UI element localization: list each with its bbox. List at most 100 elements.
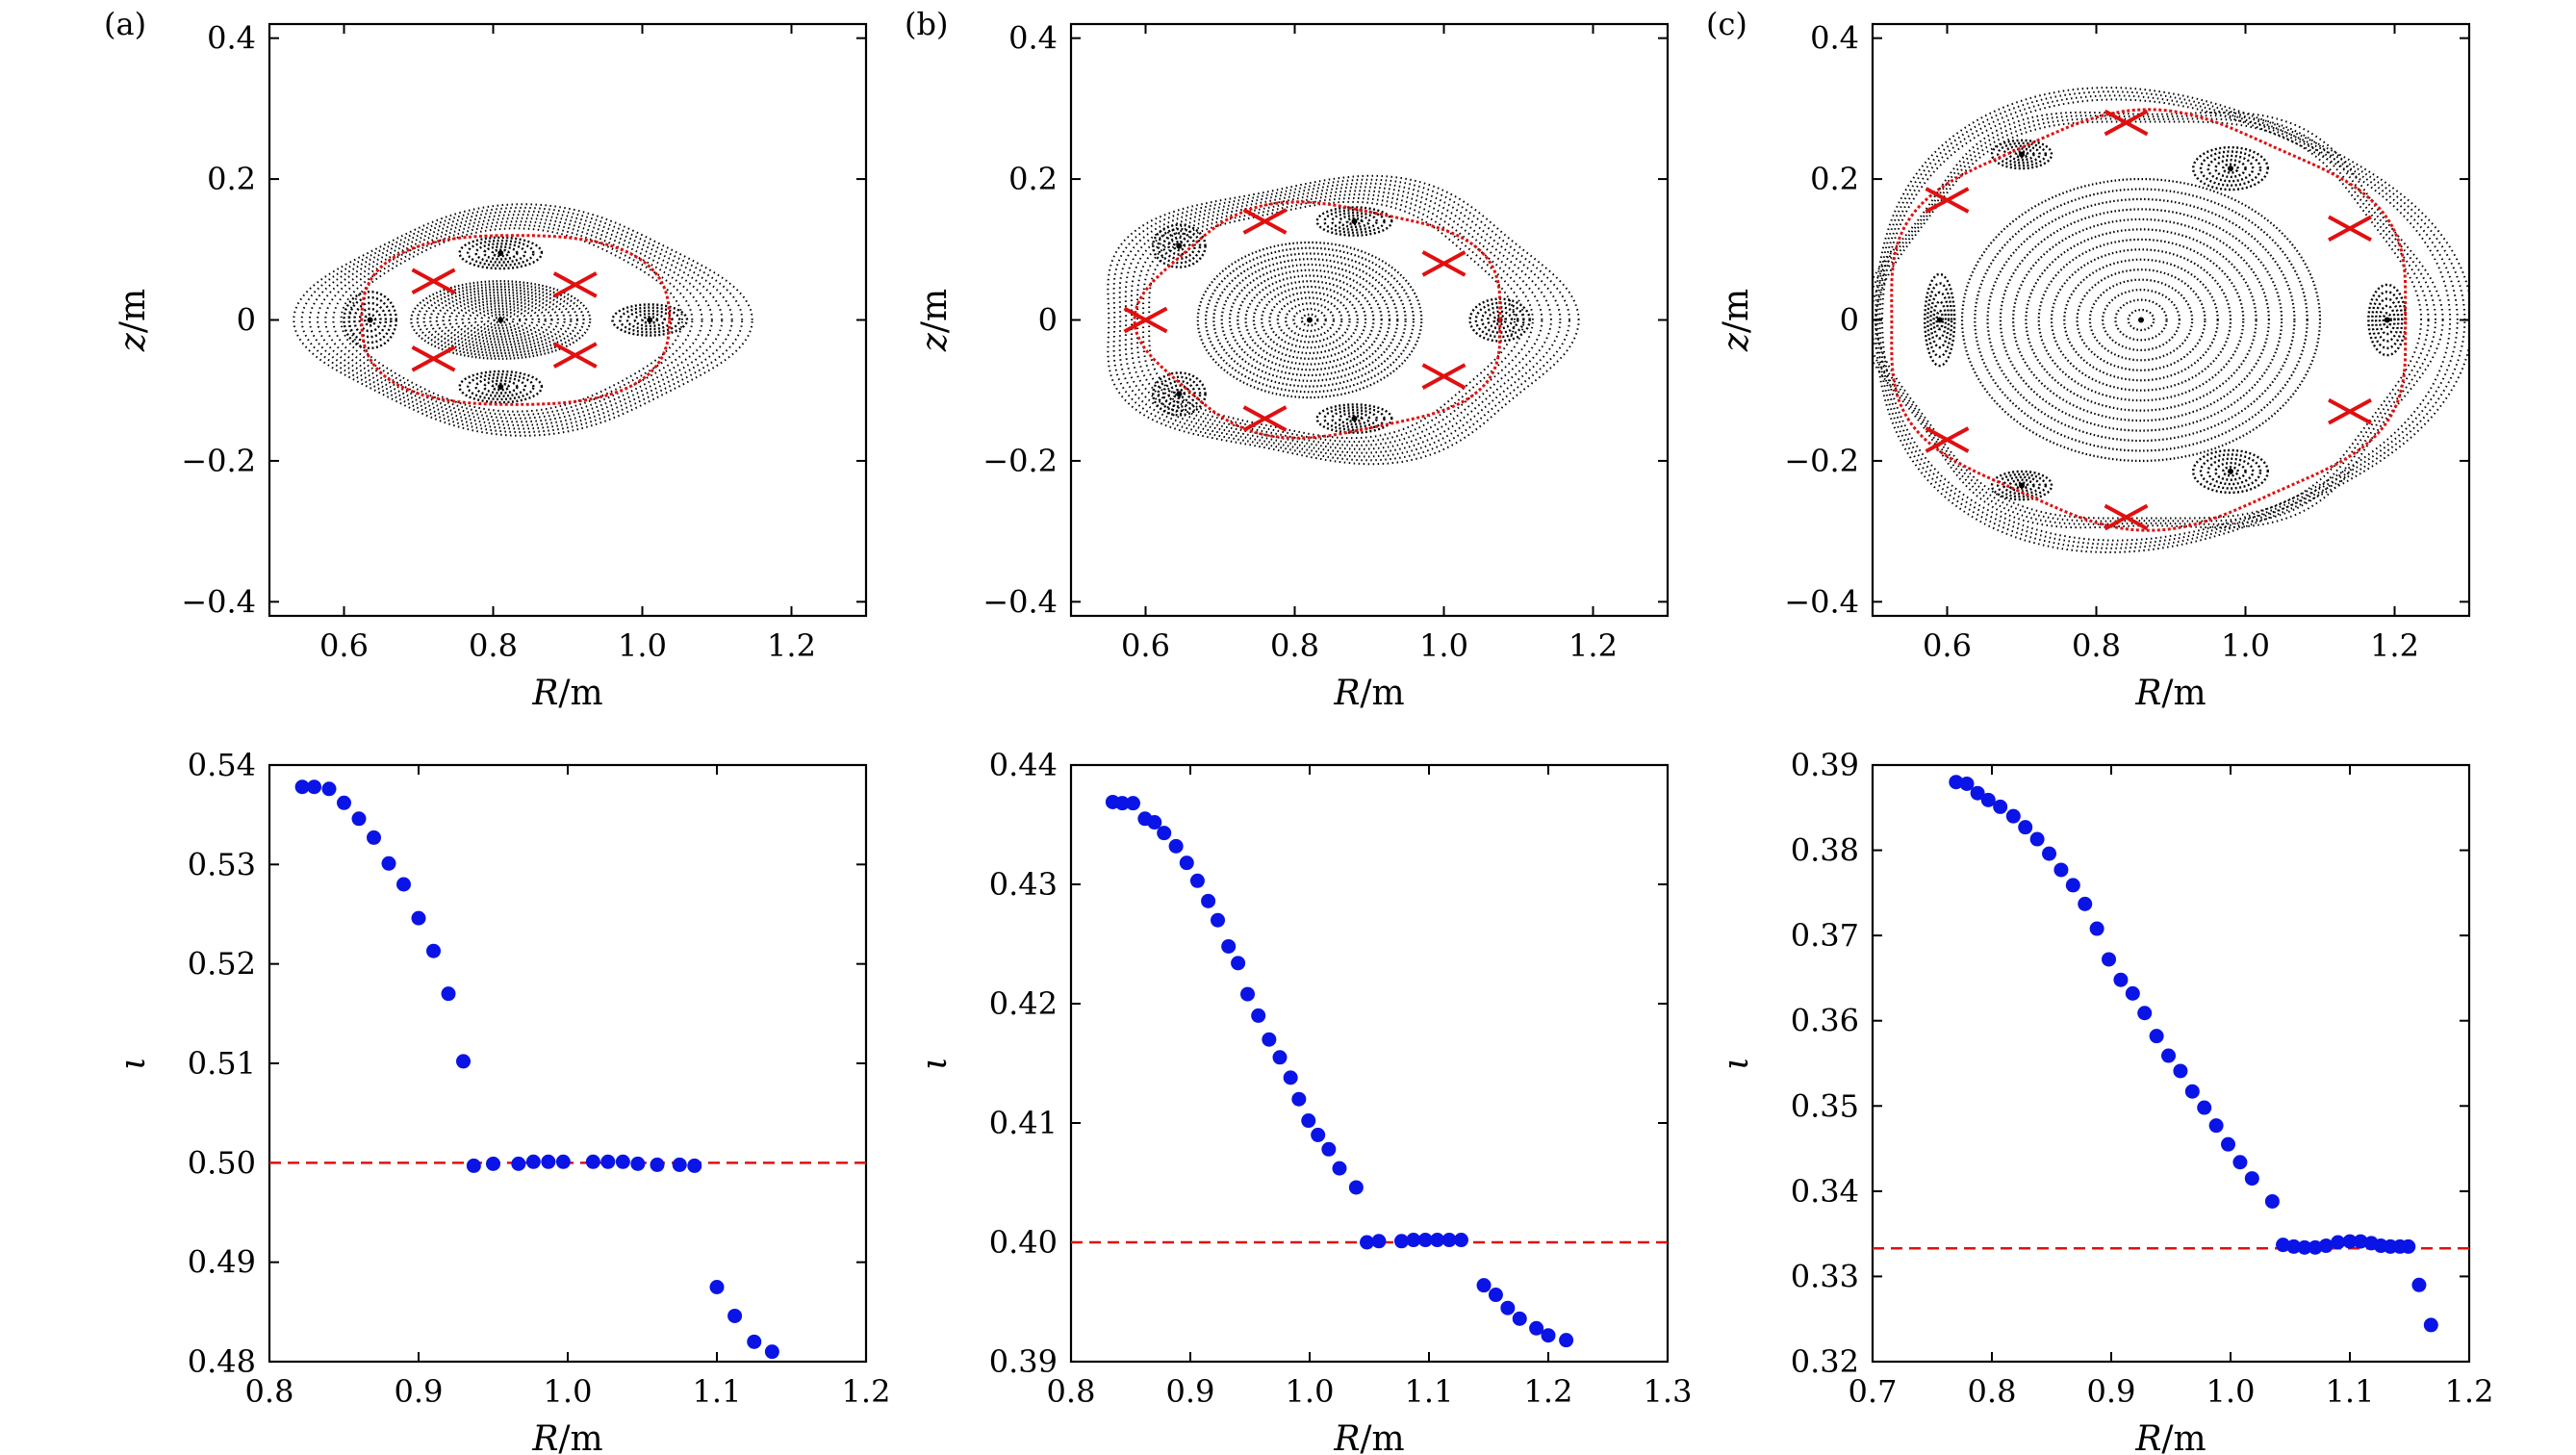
iota-data-point [727, 1308, 743, 1323]
x-point [552, 342, 598, 369]
iota-data-point [1262, 1032, 1277, 1047]
outer-flux-surface [1148, 200, 1517, 440]
island-o-point [497, 384, 504, 391]
x-tick-label: 0.8 [1047, 1373, 1096, 1410]
iota-data-point [1512, 1311, 1527, 1326]
x-tick-label: 1.2 [2370, 627, 2419, 664]
iota-data-point [1114, 796, 1130, 811]
outer-flux-surface [1130, 190, 1543, 450]
outer-flux-surface [1873, 115, 2437, 525]
core-flux-surface [2101, 289, 2181, 351]
iota-data-point [1231, 956, 1246, 971]
iota-data-point [1559, 1333, 1574, 1348]
x-axis-variable: R [2134, 674, 2161, 713]
chart-panel-3: 0.8 0.9 1.0 1.1 1.2 0.48 0.49 0.50 0.51 0.52 0.53 0… [114, 747, 890, 1455]
magnetic-axis [2138, 317, 2144, 323]
core-flux-surface [480, 310, 522, 330]
iota-data-point [1949, 775, 1964, 790]
y-axis-variable: z [114, 332, 153, 352]
y-tick-label: 0.44 [989, 747, 1058, 783]
island-o-point [1936, 317, 1943, 323]
x-tick-label: 0.6 [1923, 627, 1972, 664]
iota-data-point [1500, 1300, 1516, 1315]
y-tick-label: 0.39 [1791, 747, 1859, 783]
island-o-point [1176, 242, 1183, 249]
y-axis-unit: /m [915, 289, 955, 333]
island-flux-surface [1323, 406, 1386, 431]
y-tick-label: 0.34 [1791, 1173, 1859, 1210]
x-tick-label: 1.2 [2445, 1373, 2494, 1410]
y-tick-label: −0.2 [1784, 443, 1859, 479]
iota-data-point [1441, 1233, 1457, 1248]
iota-data-point [1291, 1091, 1307, 1107]
island-flux-surface [1345, 217, 1364, 226]
iota-data-point [2423, 1317, 2438, 1333]
island-flux-surface [1926, 282, 1953, 358]
x-axis-variable: R [2134, 1419, 2161, 1455]
x-tick-label: 1.0 [1286, 1373, 1335, 1410]
iota-data-point [585, 1154, 600, 1169]
island-o-point [2228, 468, 2233, 474]
y-tick-label: 0.40 [989, 1224, 1058, 1261]
island-flux-surface [2367, 283, 2408, 357]
outer-flux-surface [1118, 182, 1562, 458]
island-flux-surface [358, 307, 382, 333]
x-axis-label: R/m [2134, 674, 2206, 713]
island-flux-surface [1338, 411, 1371, 426]
axes-frame [1069, 763, 1670, 1364]
core-flux-surface [1276, 296, 1343, 344]
y-axis-unit: /m [1717, 289, 1756, 333]
axes-frame [268, 763, 868, 1364]
x-tick-label: 1.2 [842, 1373, 891, 1410]
x-point [2328, 397, 2372, 425]
iota-data-point [2042, 846, 2057, 861]
island-flux-surface [1487, 310, 1514, 330]
x-point [1925, 187, 1970, 214]
iota-data-point [1240, 986, 1256, 1002]
core-flux-surface [1960, 178, 2322, 462]
iota-data-point [2286, 1238, 2302, 1254]
island-flux-surface [1323, 209, 1386, 234]
island-flux-surface [474, 376, 526, 397]
x-axis-label: R/m [1333, 1419, 1404, 1455]
x-point [1242, 405, 1288, 432]
iota-data-point [1147, 815, 1162, 830]
iota-data-point [2197, 1100, 2212, 1115]
iota-data-point [2018, 820, 2033, 835]
x-tick-label: 0.6 [319, 627, 369, 664]
x-axis-unit: /m [2161, 674, 2206, 713]
y-tick-label: 0.36 [1791, 1003, 1859, 1039]
iota-data-point [1283, 1070, 1298, 1085]
panel-label-b: (b) [905, 6, 948, 42]
island-flux-surface [2199, 453, 2262, 490]
x-axis-label: R/m [531, 1419, 602, 1455]
y-tick-label: 0.43 [989, 866, 1058, 903]
core-flux-surface [2088, 278, 2194, 362]
x-tick-label: 0.9 [2087, 1373, 2136, 1410]
iota-data-point [1959, 776, 1975, 791]
island-flux-surface [2371, 291, 2404, 349]
iota-data-point [2276, 1238, 2291, 1253]
iota-data-point [2208, 1118, 2224, 1134]
chart-panel-2: 0.6 0.8 1.0 1.2−0.4−0.200.20.4R/mz/m [1717, 20, 2471, 713]
y-tick-label: 0.52 [188, 946, 256, 983]
iota-data-point [367, 830, 381, 845]
iota-data-point [600, 1154, 616, 1169]
iota-data-point [1430, 1233, 1445, 1248]
y-tick-label: 0.49 [188, 1244, 256, 1281]
iota-data-point [1417, 1233, 1433, 1248]
iota-data-point [2029, 831, 2045, 847]
iota-data-point [2053, 862, 2069, 878]
iota-data-point [1189, 873, 1205, 888]
iota-data-point [2078, 896, 2093, 911]
poincare-section [293, 203, 753, 437]
iota-data-point [1301, 1113, 1316, 1129]
core-flux-surface [435, 291, 566, 349]
x-point [411, 268, 456, 294]
axes-frame [268, 22, 868, 618]
panel-label-c: (c) [1706, 6, 1747, 42]
iota-data-point [466, 1158, 481, 1173]
island-o-point [1351, 218, 1358, 224]
magnetic-axis [497, 317, 504, 323]
